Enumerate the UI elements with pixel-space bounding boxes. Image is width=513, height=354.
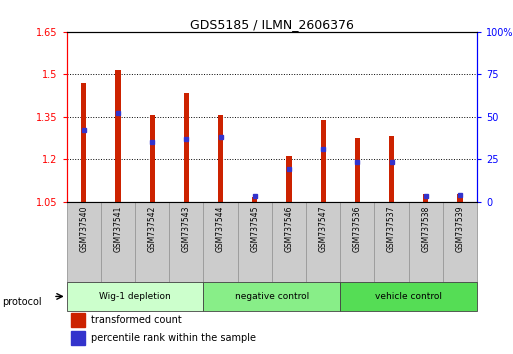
Text: GSM737538: GSM737538 [421, 206, 430, 252]
Text: GSM737547: GSM737547 [319, 206, 328, 252]
Text: vehicle control: vehicle control [375, 292, 442, 301]
Bar [458, 194, 463, 201]
Text: protocol: protocol [2, 297, 42, 307]
FancyBboxPatch shape [272, 201, 306, 282]
Text: transformed count: transformed count [91, 315, 182, 325]
Text: GSM737546: GSM737546 [285, 206, 293, 252]
Text: GSM737536: GSM737536 [353, 206, 362, 252]
Text: GSM737545: GSM737545 [250, 206, 259, 252]
FancyBboxPatch shape [204, 282, 340, 310]
Bar [218, 115, 223, 201]
Bar [115, 70, 121, 201]
Bar [71, 313, 85, 327]
Text: GSM737542: GSM737542 [148, 206, 156, 252]
Text: GSM737540: GSM737540 [80, 206, 88, 252]
Text: percentile rank within the sample: percentile rank within the sample [91, 333, 256, 343]
FancyBboxPatch shape [169, 201, 204, 282]
FancyBboxPatch shape [443, 201, 477, 282]
Bar [150, 115, 155, 201]
FancyBboxPatch shape [204, 201, 238, 282]
Text: negative control: negative control [235, 292, 309, 301]
FancyBboxPatch shape [238, 201, 272, 282]
FancyBboxPatch shape [340, 282, 477, 310]
FancyBboxPatch shape [67, 201, 101, 282]
Bar [389, 137, 394, 201]
Bar [321, 120, 326, 201]
Text: GSM737539: GSM737539 [456, 206, 464, 252]
Bar [184, 93, 189, 201]
Text: GSM737537: GSM737537 [387, 206, 396, 252]
Bar [71, 331, 85, 345]
Bar [81, 83, 86, 201]
Text: GSM737543: GSM737543 [182, 206, 191, 252]
FancyBboxPatch shape [101, 201, 135, 282]
Bar [355, 138, 360, 201]
FancyBboxPatch shape [409, 201, 443, 282]
FancyBboxPatch shape [306, 201, 340, 282]
FancyBboxPatch shape [67, 282, 204, 310]
FancyBboxPatch shape [340, 201, 374, 282]
Bar [286, 156, 291, 201]
FancyBboxPatch shape [374, 201, 409, 282]
FancyBboxPatch shape [135, 201, 169, 282]
Bar [252, 197, 258, 201]
Title: GDS5185 / ILMN_2606376: GDS5185 / ILMN_2606376 [190, 18, 354, 31]
Text: Wig-1 depletion: Wig-1 depletion [99, 292, 171, 301]
Text: GSM737544: GSM737544 [216, 206, 225, 252]
Text: GSM737541: GSM737541 [113, 206, 123, 252]
Bar [423, 194, 428, 201]
